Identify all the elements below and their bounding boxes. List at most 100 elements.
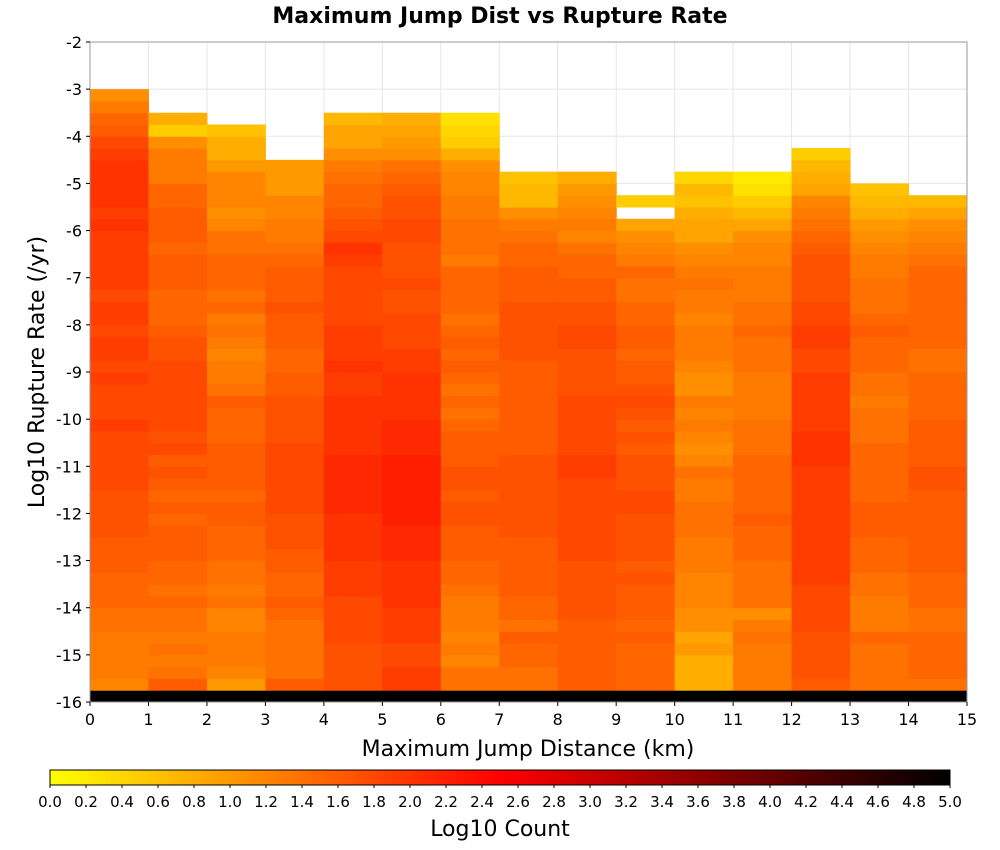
colorbar-tick-label: 3.4 [650, 793, 674, 811]
heatmap-cell [733, 666, 793, 679]
heatmap-cell [557, 525, 617, 538]
heatmap-cell [674, 207, 734, 220]
heatmap-cell [557, 419, 617, 432]
heatmap-cell [908, 277, 968, 290]
heatmap-cell [382, 678, 442, 691]
heatmap-cell [90, 218, 149, 232]
heatmap-cell [323, 218, 383, 232]
x-tick-label: 9 [611, 710, 621, 729]
heatmap-cell [733, 631, 793, 644]
heatmap-cell [557, 395, 617, 408]
heatmap-cell [499, 207, 559, 220]
heatmap-cell [323, 112, 383, 125]
heatmap-cell [499, 607, 559, 620]
heatmap-cell [499, 537, 559, 550]
heatmap-cell [440, 395, 500, 408]
heatmap-cell [265, 313, 325, 326]
y-tick-label: -9 [66, 363, 82, 382]
heatmap-cell [557, 336, 617, 349]
heatmap-cell [382, 419, 442, 432]
heatmap-cell [382, 218, 442, 232]
heatmap-cell [265, 466, 325, 479]
heatmap-cell [440, 419, 500, 432]
heatmap-cell [908, 289, 968, 302]
heatmap-cell [791, 195, 851, 208]
heatmap-cell [265, 383, 325, 397]
heatmap-cell [733, 301, 793, 314]
heatmap-cell [791, 301, 851, 314]
heatmap-cell [148, 430, 208, 444]
heatmap-cell [791, 242, 851, 255]
heatmap-cell [382, 631, 442, 644]
heatmap-cell [499, 395, 559, 408]
heatmap-cell [850, 548, 910, 562]
heatmap-cell [850, 383, 910, 397]
heatmap-cell [733, 395, 793, 408]
heatmap-cell [850, 218, 910, 232]
heatmap-cell [674, 372, 734, 385]
x-tick-label: 6 [436, 710, 446, 729]
x-tick-label: 13 [840, 710, 860, 729]
heatmap-cell [323, 183, 383, 196]
colorbar-tick-label: 3.2 [614, 793, 638, 811]
heatmap-cell [323, 159, 383, 173]
heatmap-cell [791, 690, 851, 703]
heatmap-cell [206, 525, 266, 538]
heatmap-cell [440, 265, 500, 279]
heatmap-cell [323, 195, 383, 208]
heatmap-cell [323, 466, 383, 479]
heatmap-cell [850, 242, 910, 255]
heatmap-cell [674, 643, 734, 656]
heatmap-cell [440, 195, 500, 208]
heatmap-cell [206, 360, 266, 373]
heatmap-cell [908, 690, 968, 703]
heatmap-cell [499, 372, 559, 385]
x-tick-label: 8 [553, 710, 563, 729]
heatmap-cell [850, 277, 910, 290]
heatmap-cell [674, 218, 734, 232]
heatmap-cell [440, 383, 500, 397]
heatmap-cell [674, 230, 734, 243]
heatmap-cell [908, 643, 968, 656]
x-tick-label: 10 [664, 710, 684, 729]
heatmap-cell [265, 478, 325, 491]
heatmap-cell [499, 619, 559, 632]
heatmap-cell [323, 277, 383, 290]
y-tick-label: -16 [56, 693, 82, 712]
heatmap-cell [908, 489, 968, 503]
heatmap-cell [206, 513, 266, 526]
heatmap-cell [382, 442, 442, 455]
x-tick-label: 7 [494, 710, 504, 729]
colorbar-label: Log10 Count [430, 817, 570, 842]
heatmap-cell [90, 442, 149, 455]
heatmap-cell [557, 501, 617, 514]
heatmap-cell [908, 324, 968, 338]
heatmap-cell [148, 419, 208, 432]
heatmap-cell [499, 560, 559, 573]
heatmap-cell [616, 537, 676, 550]
heatmap-cell [557, 207, 617, 220]
heatmap-cell [674, 666, 734, 679]
heatmap-cell [265, 336, 325, 349]
heatmap-cell [557, 348, 617, 361]
heatmap-cell [206, 631, 266, 644]
heatmap-cell [850, 525, 910, 538]
heatmap-cell [791, 513, 851, 526]
heatmap-cell [674, 383, 734, 397]
heatmap-cell [148, 348, 208, 361]
heatmap-cell [850, 372, 910, 385]
heatmap-cell [323, 242, 383, 255]
heatmap-cell [557, 619, 617, 632]
y-tick-label: -4 [66, 127, 82, 146]
heatmap-cell [791, 595, 851, 609]
heatmap-cell [440, 407, 500, 420]
heatmap-cell [616, 607, 676, 620]
heatmap-cell [206, 313, 266, 326]
heatmap-cell [557, 478, 617, 491]
heatmap-cell [90, 348, 149, 361]
heatmap-cell [90, 584, 149, 597]
heatmap-cell [382, 395, 442, 408]
heatmap-cell [557, 631, 617, 644]
heatmap-cell [440, 230, 500, 243]
heatmap-cell [499, 654, 559, 668]
